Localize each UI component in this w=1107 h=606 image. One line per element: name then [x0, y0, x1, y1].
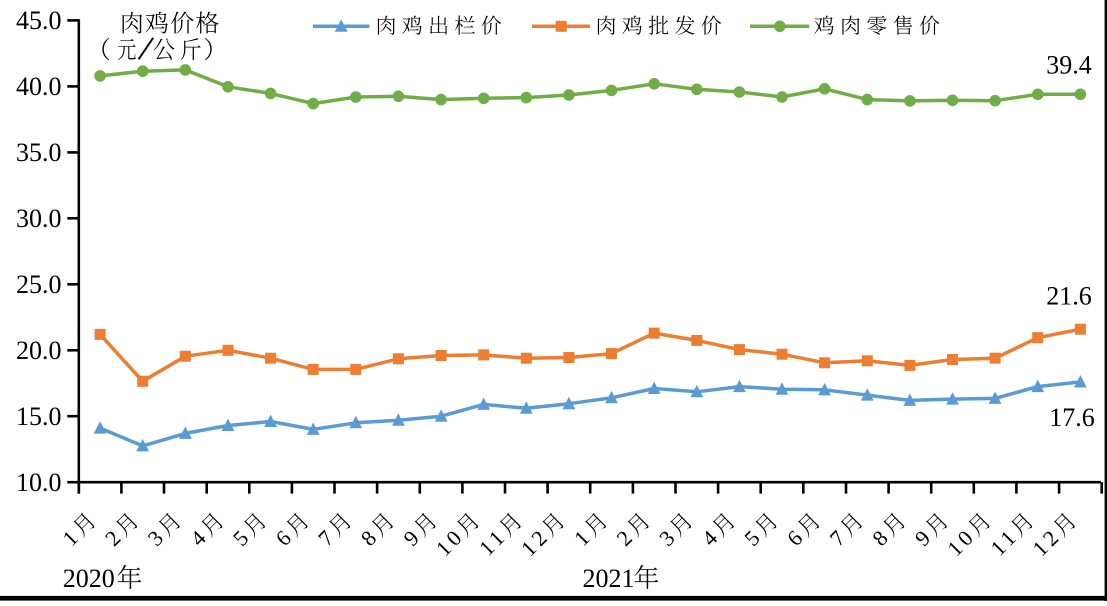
svg-text:40.0: 40.0	[16, 72, 62, 101]
svg-text:17.6: 17.6	[1049, 403, 1095, 432]
svg-text:2020: 2020	[63, 564, 115, 593]
svg-text:21.6: 21.6	[1046, 282, 1092, 311]
svg-text:2021: 2021	[583, 564, 635, 593]
svg-text:15.0: 15.0	[16, 402, 62, 431]
svg-text:45.0: 45.0	[16, 6, 62, 35]
svg-text:35.0: 35.0	[16, 138, 62, 167]
svg-text:10.0: 10.0	[16, 468, 62, 497]
svg-text:30.0: 30.0	[16, 204, 62, 233]
svg-text:25.0: 25.0	[16, 270, 62, 299]
svg-text:20.0: 20.0	[16, 336, 62, 365]
svg-text:39.4: 39.4	[1046, 51, 1092, 80]
